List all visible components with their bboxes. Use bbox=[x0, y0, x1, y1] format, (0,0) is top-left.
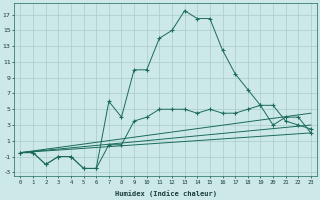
X-axis label: Humidex (Indice chaleur): Humidex (Indice chaleur) bbox=[115, 190, 217, 197]
